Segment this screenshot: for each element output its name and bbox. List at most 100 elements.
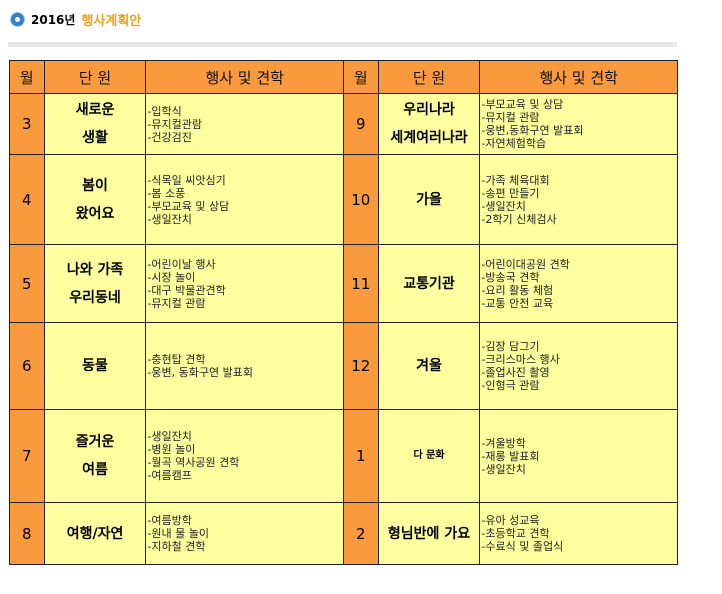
event-item: -월곡 역사공원 견학: [147, 456, 240, 469]
unit-line: 다 문화: [413, 450, 445, 461]
col-unit: 단 원: [377, 60, 481, 94]
event-item: -가족 체육대회: [481, 173, 550, 187]
table-row: 3 새로운 생활 -입학식 -뮤지컬관람 -건강검진 9 우리나라 세계여러나라 -부모교육 및 …: [9, 93, 678, 155]
event-item: -뮤지컬 관람: [147, 296, 206, 310]
month-cell: 4: [9, 154, 45, 245]
table-row: 5 나와 가족 우리동네 -어린이날 행사 -시장 놀이 -대구 박물관견학 -뮤지컬 관람…: [9, 244, 678, 323]
event-item: -방송국 견학: [481, 270, 540, 284]
month-cell: 2: [342, 502, 379, 565]
event-item: -졸업사진 촬영: [481, 366, 550, 379]
events-cell: -가족 체육대회 -송편 만들기 -생일잔치 -2학기 신체검사: [479, 154, 678, 245]
event-item: -대구 박물관견학: [147, 283, 226, 297]
page-heading: 2016년 행사계획안: [10, 10, 141, 29]
events-cell: -김장 담그기 -크리스마스 행사 -졸업사진 촬영 -인형극 관람: [479, 322, 678, 410]
unit-line: 여름: [82, 462, 108, 478]
event-item: -초등학교 견학: [481, 527, 550, 540]
event-plan-table: 월 단 원 행사 및 견학 월 단 원 행사 및 견학 3 새로운 생활 -입학식 -뮤…: [9, 60, 678, 565]
unit-line: 생활: [82, 130, 108, 146]
heading-year: 2016년: [31, 13, 76, 27]
event-item: -생일잔치: [147, 430, 192, 443]
month-cell: 5: [9, 244, 45, 323]
event-item: -뮤지컬 관람: [481, 111, 540, 124]
events-cell: -부모교육 및 상담 -뮤지컬 관람 -웅변,동화구연 발표회 -자연체험학습: [479, 93, 678, 155]
event-item: -봄 소풍: [147, 186, 186, 200]
event-item: -뮤지컬관람: [147, 117, 203, 131]
unit-line: 여행/자연: [66, 525, 124, 542]
event-item: -건강검진: [147, 130, 192, 144]
col-events: 행사 및 견학: [145, 60, 344, 94]
events-cell: -유아 성교육 -초등학교 견학 -수료식 및 졸업식: [479, 502, 678, 565]
month-cell: 11: [342, 244, 379, 323]
events-cell: -어린이대공원 견학 -방송국 견학 -요리 활동 체험 -교통 안전 교육: [479, 244, 678, 323]
event-item: -시장 놀이: [147, 270, 196, 284]
event-item: -유아 성교육: [481, 514, 540, 527]
events-cell: -생일잔치 -병원 놀이 -월곡 역사공원 견학 -여름캠프: [145, 409, 344, 503]
month-cell: 8: [9, 502, 45, 565]
events-cell: -어린이날 행사 -시장 놀이 -대구 박물관견학 -뮤지컬 관람: [145, 244, 344, 323]
unit-line: 우리나라: [403, 102, 455, 118]
unit-line: 즐거운: [75, 434, 115, 450]
col-month: 월: [9, 60, 45, 94]
table-row: 6 동물 -충현탑 견학 -웅변, 동화구연 발표회 12 겨울 -김장 담그기 -크리스마스…: [9, 322, 678, 410]
event-item: -여름방학: [147, 514, 192, 527]
unit-line: 왔어요: [75, 205, 115, 222]
unit-cell: 동물: [43, 322, 147, 410]
events-cell: -충현탑 견학 -웅변, 동화구연 발표회: [145, 322, 344, 410]
divider: [8, 42, 677, 47]
unit-line: 가을: [416, 191, 442, 208]
month-cell: 12: [342, 322, 379, 410]
events-cell: -여름방학 -원내 물 놀이 -지하철 견학: [145, 502, 344, 565]
event-item: -자연체험학습: [481, 137, 547, 150]
events-cell: -식목일 씨앗심기 -봄 소풍 -부모교육 및 상담 -생일잔치: [145, 154, 344, 245]
unit-cell: 다 문화: [377, 409, 481, 503]
event-item: -입학식: [147, 104, 182, 118]
unit-line: 겨울: [416, 358, 442, 374]
unit-cell: 가을: [377, 154, 481, 245]
unit-line: 교통기관: [403, 275, 455, 292]
event-item: -크리스마스 행사: [481, 353, 560, 366]
unit-line: 새로운: [75, 102, 115, 118]
event-item: -송편 만들기: [481, 186, 540, 200]
month-cell: 1: [342, 409, 379, 503]
event-item: -지하철 견학: [147, 540, 206, 553]
event-item: -요리 활동 체험: [481, 283, 554, 297]
unit-cell: 나와 가족 우리동네: [43, 244, 147, 323]
month-cell: 9: [342, 93, 379, 155]
unit-line: 형님반에 가요: [387, 525, 471, 542]
event-item: -인형극 관람: [481, 379, 540, 392]
event-item: -어린이날 행사: [147, 257, 216, 271]
event-item: -원내 물 놀이: [147, 527, 209, 540]
event-item: -충현탑 견학: [147, 353, 206, 366]
month-cell: 6: [9, 322, 45, 410]
table-row: 7 즐거운 여름 -생일잔치 -병원 놀이 -월곡 역사공원 견학 -여름캠프 1 다 문화 -겨…: [9, 409, 678, 503]
unit-cell: 여행/자연: [43, 502, 147, 565]
event-item: -어린이대공원 견학: [481, 257, 570, 271]
event-item: -생일잔치: [481, 199, 526, 213]
table-row: 8 여행/자연 -여름방학 -원내 물 놀이 -지하철 견학 2 형님반에 가요 -유아 성교…: [9, 502, 678, 565]
month-cell: 3: [9, 93, 45, 155]
unit-line: 봄이: [82, 177, 108, 194]
event-item: -생일잔치: [147, 212, 192, 226]
event-item: -부모교육 및 상담: [147, 199, 230, 213]
table-header-row: 월 단 원 행사 및 견학 월 단 원 행사 및 견학: [9, 60, 678, 94]
month-cell: 10: [342, 154, 379, 245]
col-unit: 단 원: [43, 60, 147, 94]
unit-cell: 교통기관: [377, 244, 481, 323]
unit-line: 우리동네: [69, 289, 121, 306]
event-item: -웅변, 동화구연 발표회: [147, 366, 253, 379]
event-item: -부모교육 및 상담: [481, 98, 564, 111]
event-item: -재롱 발표회: [481, 449, 540, 463]
event-item: -여름캠프: [147, 469, 192, 482]
col-month: 월: [342, 60, 379, 94]
unit-line: 동물: [82, 358, 108, 374]
events-cell: -입학식 -뮤지컬관람 -건강검진: [145, 93, 344, 155]
event-item: -2학기 신체검사: [481, 212, 557, 226]
unit-cell: 형님반에 가요: [377, 502, 481, 565]
event-item: -식목일 씨앗심기: [147, 173, 226, 187]
col-events: 행사 및 견학: [479, 60, 678, 94]
unit-line: 세계여러나라: [390, 130, 468, 146]
event-item: -생일잔치: [481, 462, 526, 476]
